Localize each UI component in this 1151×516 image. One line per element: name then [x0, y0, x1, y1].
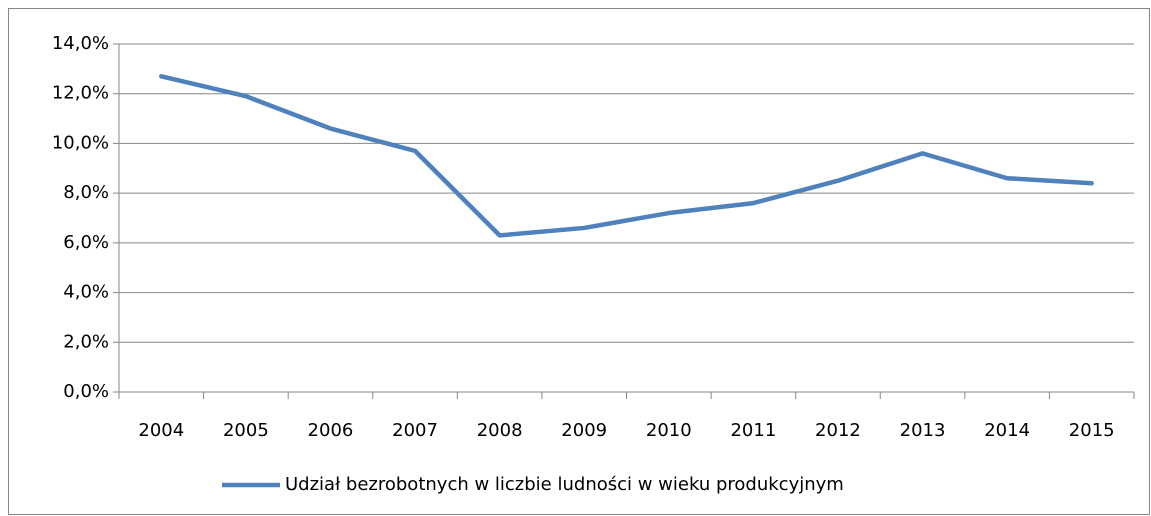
x-tick-label: 2008 — [477, 420, 523, 441]
legend-label: Udział bezrobotnych w liczbie ludności w… — [285, 474, 844, 495]
y-tick-label: 14,0% — [52, 33, 109, 54]
x-tick-label: 2010 — [646, 420, 692, 441]
y-tick-label: 6,0% — [63, 232, 109, 253]
x-tick-label: 2013 — [900, 420, 946, 441]
x-tick-label: 2005 — [223, 420, 269, 441]
x-tick-label: 2007 — [392, 420, 438, 441]
x-tick-label: 2011 — [730, 420, 776, 441]
y-tick-label: 0,0% — [63, 381, 109, 402]
y-tick-label: 4,0% — [63, 282, 109, 303]
x-tick-label: 2014 — [984, 420, 1030, 441]
y-tick-label: 8,0% — [63, 182, 109, 203]
x-tick-label: 2015 — [1069, 420, 1115, 441]
y-tick-label: 2,0% — [63, 331, 109, 352]
x-tick-label: 2006 — [308, 420, 354, 441]
y-tick-label: 10,0% — [52, 132, 109, 153]
line-series — [159, 74, 1094, 238]
y-tick-label: 12,0% — [52, 83, 109, 104]
x-tick-label: 2009 — [561, 420, 607, 441]
x-tick-label: 2004 — [138, 420, 184, 441]
chart-border — [8, 8, 1150, 515]
x-tick-label: 2012 — [815, 420, 861, 441]
